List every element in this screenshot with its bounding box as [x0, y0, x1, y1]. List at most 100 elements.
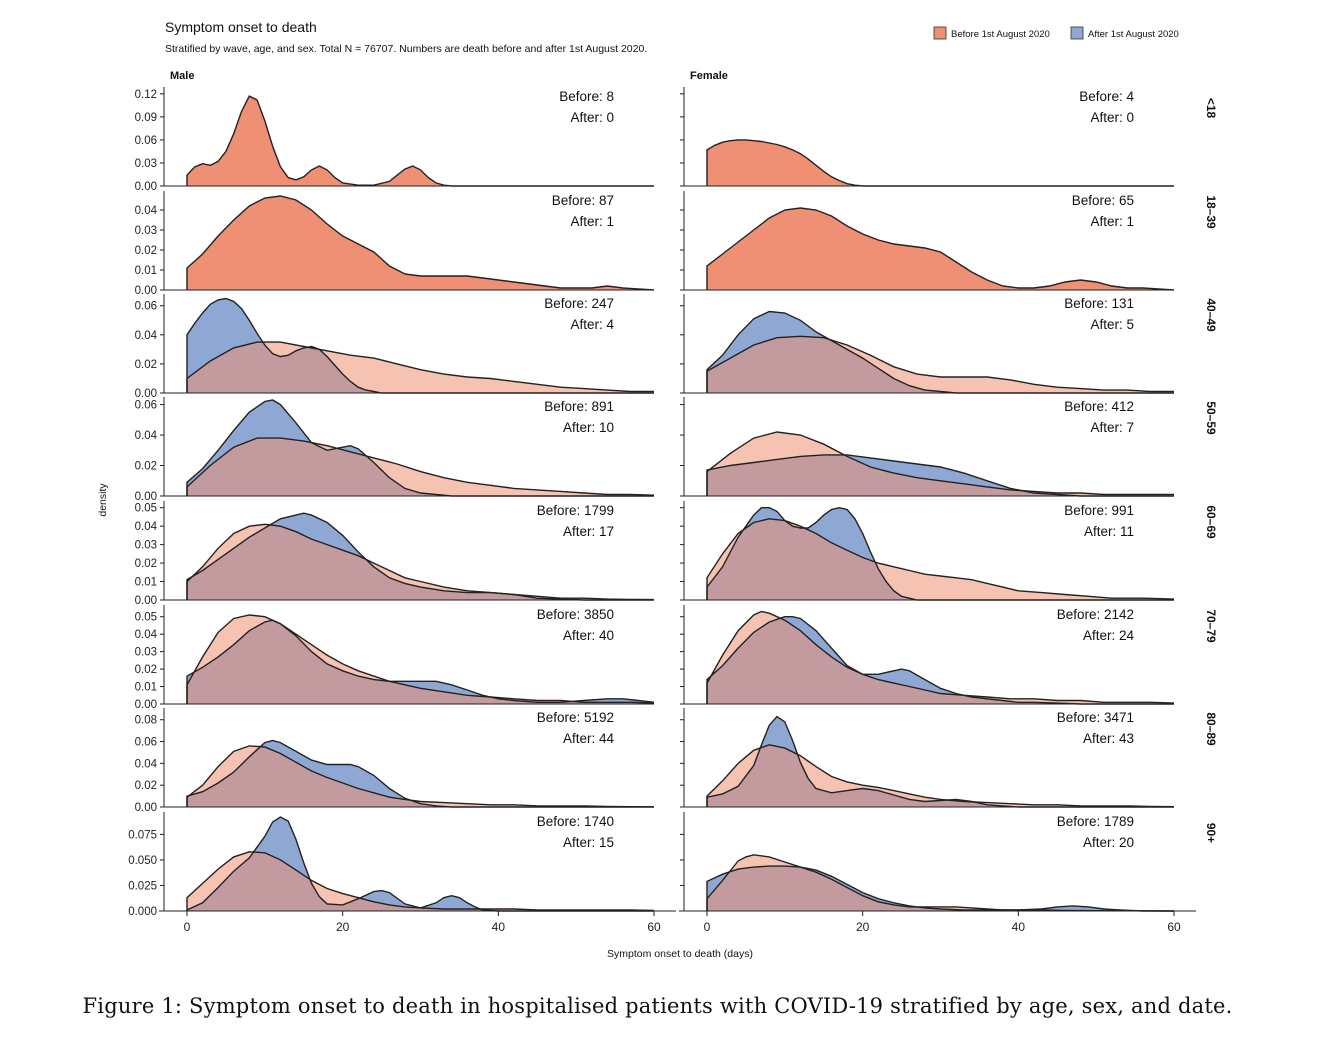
after-count-label: After: 40	[563, 628, 614, 643]
density-before-area	[187, 96, 654, 186]
after-count-label: After: 7	[1090, 420, 1134, 435]
x-tick-label: 0	[184, 920, 191, 934]
density-before-line	[706, 139, 1174, 187]
y-tick-label: 0.02	[135, 359, 157, 371]
y-tick-label: 0.000	[128, 906, 157, 918]
y-tick-label: 0.05	[135, 503, 157, 515]
column-label-male: Male	[170, 70, 194, 82]
y-tick-label: 0.01	[135, 577, 157, 589]
y-axis-label: density	[97, 483, 109, 517]
column-label-female: Female	[690, 70, 728, 82]
row-label-50–59: 50–59	[1204, 401, 1218, 435]
panel-70–79-male: 0.00 0.01 0.02 0.03 0.04 0.05 Before: 3850 Afte…	[135, 605, 655, 711]
x-tick-label: 60	[647, 920, 661, 934]
density-before-area	[187, 196, 654, 290]
density-before-line	[186, 745, 655, 808]
row-label-70–79: 70–79	[1204, 609, 1218, 643]
x-axis-male: 0 20 40 60	[159, 910, 676, 934]
density-before-line	[186, 195, 655, 291]
y-tick-label: 0.02	[135, 780, 157, 792]
row-label-90+: 90+	[1204, 823, 1218, 843]
x-tick-label: 60	[1167, 920, 1181, 934]
density-before-line	[706, 335, 1174, 393]
y-tick-label: 0.04	[135, 205, 158, 217]
y-tick-label: 0.04	[135, 330, 158, 342]
y-tick-label: 0.03	[135, 647, 157, 659]
before-count-label: Before: 3850	[537, 607, 614, 622]
legend-label-after: After 1st August 2020	[1088, 29, 1179, 40]
x-tick-label: 40	[492, 920, 506, 934]
panel-80–89-male: 0.00 0.02 0.04 0.06 0.08 Before: 5192 After: 4…	[135, 708, 655, 814]
y-tick-label: 0.00	[135, 285, 157, 297]
panel-18–39-female: Before: 65 After: 1	[680, 191, 1175, 291]
y-tick-label: 0.050	[128, 855, 157, 867]
y-tick-label: 0.04	[135, 758, 158, 770]
after-count-label: After: 20	[1083, 835, 1134, 850]
density-before-area	[187, 745, 654, 807]
density-before-line	[706, 207, 1175, 291]
density-before-area	[187, 524, 654, 600]
y-tick-label: 0.05	[135, 612, 157, 624]
y-tick-label: 0.06	[135, 135, 157, 147]
after-count-label: After: 1	[570, 214, 614, 229]
panel-<18-female: Before: 4 After: 0	[680, 87, 1174, 187]
y-tick-label: 0.00	[135, 699, 157, 711]
x-axis-female: 0 20 40 60	[679, 910, 1196, 934]
chart-title: Symptom onset to death	[165, 19, 317, 35]
density-before-line	[186, 614, 655, 704]
x-tick-label: 20	[856, 920, 870, 934]
before-count-label: Before: 1799	[537, 503, 614, 518]
density-after-line	[186, 399, 654, 497]
row-label-40–49: 40–49	[1204, 298, 1218, 332]
x-tick-label: 40	[1012, 920, 1026, 934]
y-tick-label: 0.06	[135, 737, 157, 749]
density-before-line	[186, 851, 655, 912]
row-label-<18: <18	[1204, 98, 1218, 119]
density-before-line	[706, 854, 1175, 912]
after-count-label: After: 17	[563, 524, 614, 539]
density-before-area	[707, 208, 1174, 290]
y-tick-label: 0.00	[135, 491, 157, 503]
panel-80–89-female: Before: 3471 After: 43	[680, 708, 1175, 808]
y-tick-label: 0.01	[135, 265, 157, 277]
row-label-18–39: 18–39	[1204, 195, 1218, 229]
density-before-area	[707, 518, 1174, 600]
y-tick-label: 0.03	[135, 540, 157, 552]
density-before-area	[707, 611, 1174, 704]
density-before-area	[707, 139, 1174, 186]
after-count-label: After: 1	[1090, 214, 1134, 229]
panel-90+-female: Before: 1789 After: 20	[680, 812, 1175, 912]
density-before-line	[186, 523, 655, 601]
y-tick-label: 0.04	[135, 521, 158, 533]
density-before-line	[706, 610, 1175, 704]
before-count-label: Before: 65	[1072, 193, 1134, 208]
y-tick-label: 0.03	[135, 158, 157, 170]
before-count-label: Before: 1740	[537, 814, 614, 829]
panel-50–59-female: Before: 412 After: 7	[680, 397, 1174, 497]
density-after-line	[706, 454, 1174, 497]
density-after-line	[706, 616, 1174, 705]
y-tick-label: 0.02	[135, 245, 157, 257]
before-count-label: Before: 4	[1079, 89, 1134, 104]
before-count-label: Before: 891	[544, 399, 614, 414]
before-count-label: Before: 1789	[1057, 814, 1134, 829]
y-tick-label: 0.12	[135, 89, 157, 101]
after-count-label: After: 0	[1090, 110, 1134, 125]
y-tick-label: 0.06	[135, 400, 157, 412]
after-count-label: After: 10	[563, 420, 614, 435]
y-tick-label: 0.04	[135, 629, 158, 641]
density-before-line	[186, 341, 654, 393]
density-after-line	[186, 297, 654, 394]
panel-40–49-male: 0.00 0.02 0.04 0.06 Before: 247 After: 4	[135, 294, 654, 400]
panel-60–69-male: 0.00 0.01 0.02 0.03 0.04 0.05 Before: 1799 Afte…	[135, 501, 655, 607]
y-tick-label: 0.00	[135, 595, 157, 607]
density-before-line	[706, 431, 1174, 496]
density-before-area	[707, 854, 1174, 911]
density-after-line	[706, 506, 1174, 601]
figure-caption: Figure 1: Symptom onset to death in hosp…	[82, 994, 1233, 1018]
chart-subtitle: Stratified by wave, age, and sex. Total …	[165, 43, 647, 55]
y-tick-label: 0.04	[135, 430, 158, 442]
y-tick-label: 0.08	[135, 715, 157, 727]
density-before-area	[707, 744, 1174, 807]
